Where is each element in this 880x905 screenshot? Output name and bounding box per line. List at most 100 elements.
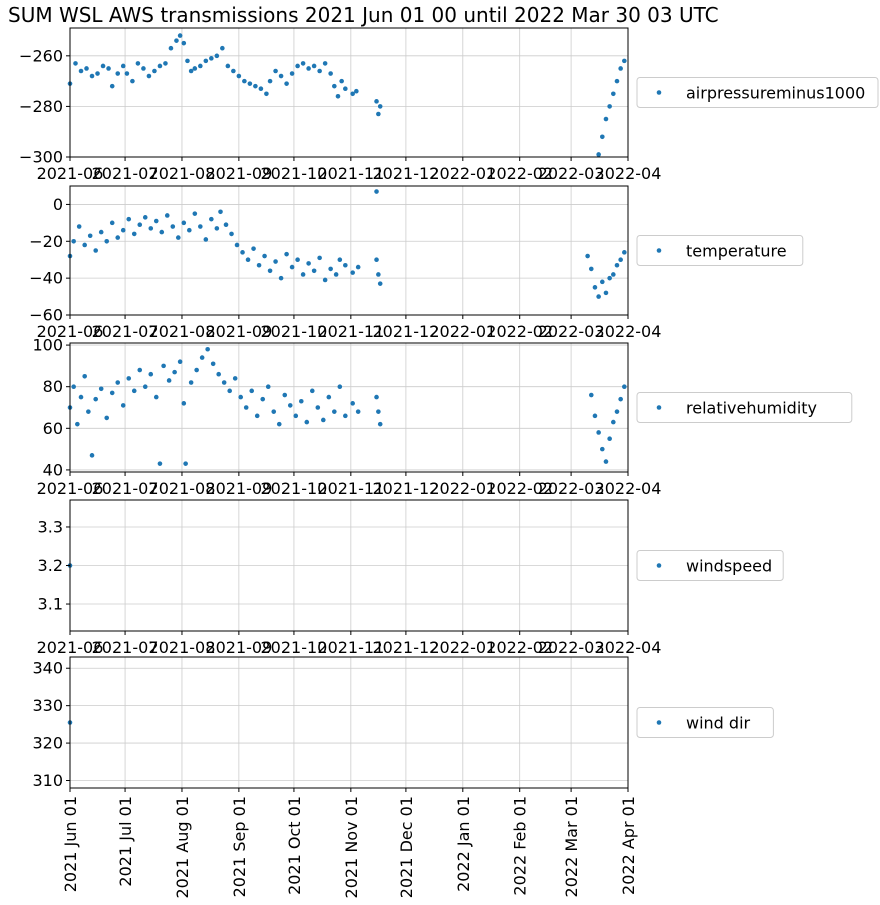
data-point (267, 268, 273, 274)
data-point (243, 405, 249, 410)
data-point (163, 61, 168, 66)
x-tick-label: 2022-04 (595, 164, 662, 183)
data-point (596, 152, 601, 157)
x-tick-label: 2021-07 (92, 638, 159, 657)
data-point (137, 222, 143, 227)
data-point (109, 390, 115, 396)
data-point (109, 83, 115, 89)
x-tick-label: 2021-08 (149, 479, 216, 498)
y-tick-label: 340 (32, 659, 63, 678)
x-tick-label: 2021-12 (372, 638, 439, 657)
data-point (131, 388, 137, 394)
data-point (100, 63, 106, 69)
legend: relativehumidity (636, 392, 853, 423)
data-point (618, 257, 623, 263)
data-point (304, 419, 310, 425)
data-point (322, 277, 328, 283)
data-point (115, 380, 121, 385)
data-point (109, 220, 115, 226)
data-point (174, 38, 179, 43)
data-point (137, 367, 143, 373)
data-point (142, 215, 148, 220)
data-point (234, 242, 240, 248)
data-point (317, 68, 322, 74)
data-point (377, 421, 383, 427)
data-point (126, 216, 132, 222)
data-point (295, 63, 300, 69)
data-point (374, 99, 379, 104)
data-point (232, 376, 238, 381)
data-point (170, 224, 176, 229)
data-point (214, 53, 220, 59)
data-point (71, 238, 76, 244)
data-point (242, 78, 247, 84)
subplot-4: 3.33.23.12021-062021-072021-082021-09202… (37, 499, 784, 657)
data-point (254, 413, 260, 419)
legend-marker (656, 248, 662, 253)
data-point (289, 71, 295, 76)
data-point (618, 396, 623, 402)
x-tick-label: 2021-11 (317, 164, 384, 183)
x-tick-label: 2021-06 (37, 164, 104, 183)
data-point (227, 388, 232, 394)
data-point (607, 275, 612, 281)
data-point (221, 380, 227, 385)
data-point (89, 73, 95, 79)
x-tick-label: 2022 Apr 01 (619, 796, 638, 895)
x-tick-label: 2021 Dec 01 (397, 796, 416, 898)
data-point (603, 116, 609, 122)
legend-frame (636, 235, 804, 266)
data-point (229, 231, 234, 237)
data-point (377, 281, 383, 286)
x-tick-label: 2022-01 (429, 638, 496, 657)
data-point (611, 91, 616, 97)
data-point (240, 250, 245, 255)
data-point (293, 413, 299, 419)
data-point (159, 229, 165, 235)
data-point (350, 91, 355, 97)
data-point (209, 56, 214, 61)
data-point (374, 257, 379, 263)
data-point (223, 222, 229, 227)
data-point (148, 371, 154, 377)
data-point (82, 373, 87, 379)
data-point (355, 409, 361, 414)
x-tick-label: 2021-06 (37, 479, 104, 498)
data-point (192, 211, 198, 216)
x-tick-label: 2022-03 (538, 479, 605, 498)
data-point (214, 226, 220, 231)
legend-label: airpressureminus1000 (686, 84, 865, 103)
legend: wind dir (636, 707, 774, 738)
data-point (205, 346, 210, 352)
x-tick-label: 2022-02 (486, 479, 553, 498)
axes-frame (69, 342, 629, 473)
data-point (135, 61, 141, 66)
subplot-5: 340 330 320 310 2021 Jun 01 2021 Jul 01 2021 A… (32, 656, 774, 899)
data-point (374, 189, 379, 194)
data-point (251, 246, 256, 251)
y-tick-label: 330 (32, 696, 63, 715)
data-point (596, 294, 601, 299)
data-point (256, 262, 262, 268)
data-point (181, 401, 187, 406)
data-point (124, 71, 130, 76)
x-tick-label: 2021-11 (317, 479, 384, 498)
data-point (98, 229, 104, 235)
x-tick-label: 2021-07 (92, 322, 159, 341)
data-point (236, 73, 242, 79)
data-point (168, 45, 174, 51)
data-point (166, 378, 172, 383)
data-point (273, 68, 278, 74)
x-tick-label: 2022-03 (538, 164, 605, 183)
data-point (258, 86, 264, 92)
data-point (181, 40, 187, 46)
data-point (300, 61, 306, 66)
data-point (278, 275, 284, 281)
x-tick-label: 2022-04 (595, 638, 662, 657)
x-tick-label: 2021-10 (261, 164, 328, 183)
x-tick-label: 2022 Mar 01 (562, 796, 581, 897)
y-tick-label: 100 (32, 336, 63, 355)
data-point (600, 446, 605, 452)
data-point (220, 45, 225, 51)
data-point (89, 453, 95, 458)
